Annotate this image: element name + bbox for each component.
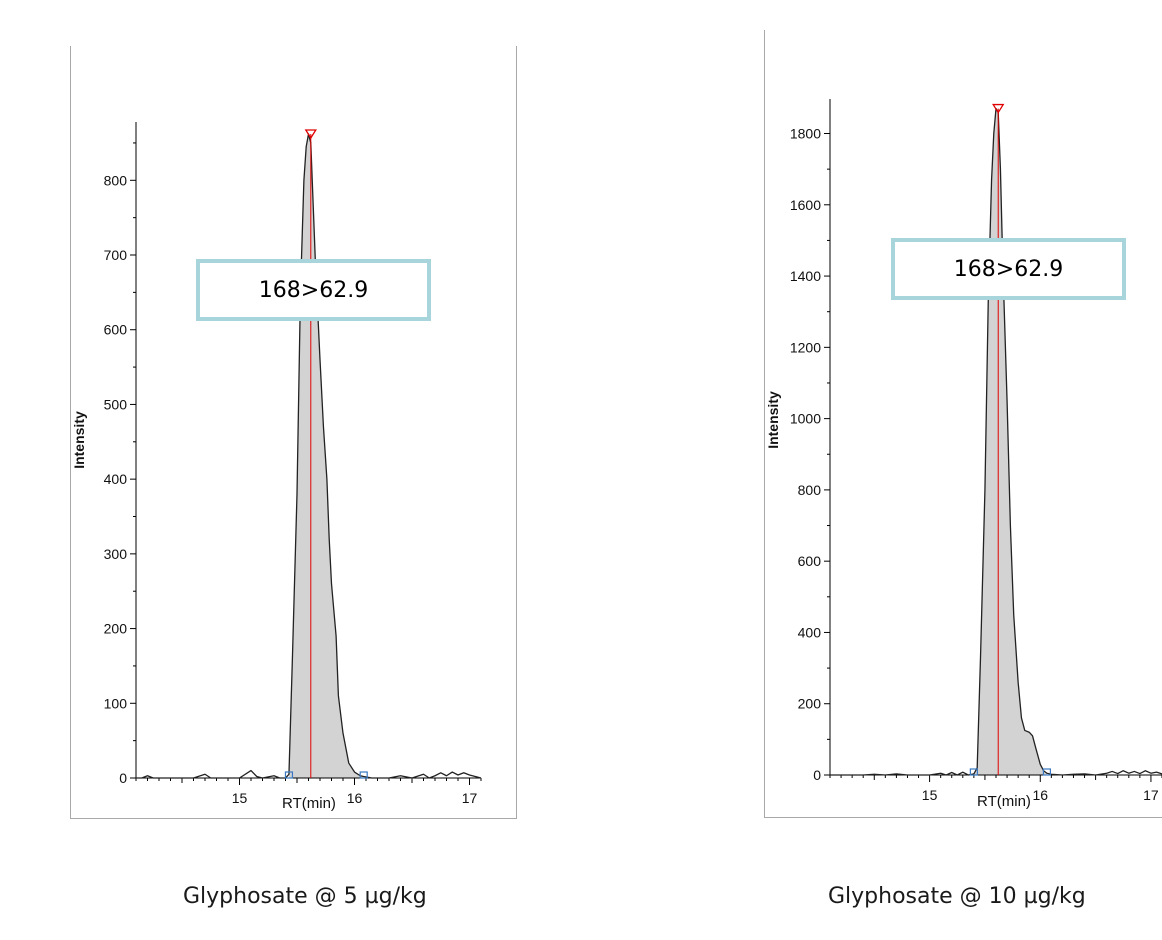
y-tick-label: 0 (119, 770, 127, 786)
y-tick-label: 0 (813, 767, 821, 783)
y-tick-label: 100 (104, 695, 128, 711)
y-axis-title: Intensity (765, 391, 781, 449)
y-tick-label: 600 (798, 553, 822, 569)
y-tick-label: 400 (798, 624, 822, 640)
peak-area (973, 108, 1047, 775)
x-tick-label: 16 (1032, 787, 1048, 803)
chart-caption-10: Glyphosate @ 10 µg/kg (828, 884, 1086, 909)
x-axis-title: RT(min) (282, 795, 336, 812)
integration-end-marker (1042, 768, 1052, 776)
y-tick-label: 200 (798, 696, 822, 712)
x-tick-label: 16 (347, 790, 363, 806)
y-tick-label: 1200 (790, 339, 821, 355)
x-tick-label: 15 (922, 787, 938, 803)
y-tick-label: 500 (104, 396, 128, 412)
x-tick-label: 17 (1143, 787, 1159, 803)
chart-caption-5: Glyphosate @ 5 µg/kg (183, 884, 427, 909)
y-tick-label: 400 (104, 471, 128, 487)
y-tick-label: 600 (104, 322, 128, 338)
x-axis-title: RT(min) (977, 793, 1031, 810)
x-tick-label: 15 (232, 790, 248, 806)
y-tick-label: 1400 (790, 268, 821, 284)
y-tick-label: 800 (104, 172, 128, 188)
y-tick-label: 700 (104, 247, 128, 263)
integration-end-marker (359, 771, 368, 779)
transition-label-10: 168>62.9 (891, 238, 1126, 300)
peak-apex-marker (992, 103, 1005, 114)
y-tick-label: 200 (104, 621, 128, 637)
y-tick-label: 800 (798, 482, 822, 498)
chart-frame-5 (70, 46, 517, 819)
y-tick-label: 1800 (790, 126, 821, 142)
y-tick-label: 300 (104, 546, 128, 562)
y-tick-label: 1600 (790, 197, 821, 213)
integration-start-marker (969, 768, 978, 776)
x-tick-label: 17 (462, 790, 478, 806)
y-tick-label: 1000 (790, 411, 821, 427)
transition-label-5: 168>62.9 (196, 259, 431, 321)
integration-start-marker (284, 771, 294, 779)
peak-apex-marker (304, 129, 317, 140)
chart-frame-10 (764, 30, 1162, 818)
chromatogram-trace (830, 107, 1162, 776)
y-axis-title: Intensity (71, 411, 87, 469)
